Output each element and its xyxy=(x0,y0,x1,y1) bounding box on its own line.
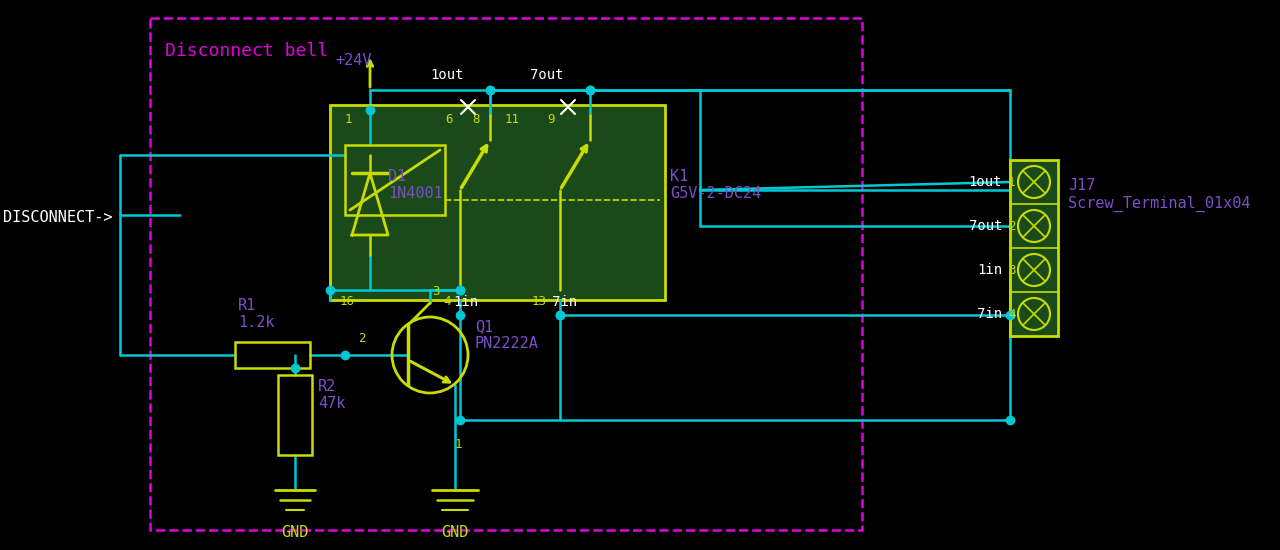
Text: 3: 3 xyxy=(433,285,439,298)
Text: 1: 1 xyxy=(1009,175,1015,189)
Bar xyxy=(346,145,445,215)
Text: +24V: +24V xyxy=(335,53,371,68)
Text: 1in: 1in xyxy=(977,263,1002,277)
Text: 11: 11 xyxy=(506,113,520,126)
Text: 7in: 7in xyxy=(552,295,577,309)
Text: GND: GND xyxy=(282,525,308,540)
Text: 13: 13 xyxy=(532,295,547,308)
Text: 7out: 7out xyxy=(530,68,563,82)
Text: 6: 6 xyxy=(445,113,453,126)
Text: 7in: 7in xyxy=(977,307,1002,321)
Text: GND: GND xyxy=(442,525,468,540)
Text: R1
1.2k: R1 1.2k xyxy=(238,298,274,330)
Text: 1in: 1in xyxy=(453,295,479,309)
Text: J17
Screw_Terminal_01x04: J17 Screw_Terminal_01x04 xyxy=(1068,178,1251,212)
Text: 8: 8 xyxy=(472,113,480,126)
Bar xyxy=(330,105,666,300)
Bar xyxy=(150,18,861,530)
Text: 4: 4 xyxy=(1009,307,1015,321)
Text: K1
G5V-2-DC24: K1 G5V-2-DC24 xyxy=(669,169,762,201)
Text: 4: 4 xyxy=(443,295,451,308)
Text: DISCONNECT->: DISCONNECT-> xyxy=(3,211,113,226)
Text: 3: 3 xyxy=(1009,263,1015,277)
Text: 1: 1 xyxy=(346,113,352,126)
Text: 16: 16 xyxy=(340,295,355,308)
Bar xyxy=(278,375,312,455)
Text: 7out: 7out xyxy=(969,219,1002,233)
Text: D1
1N4001: D1 1N4001 xyxy=(388,169,443,201)
Text: 1out: 1out xyxy=(430,68,463,82)
Text: 2: 2 xyxy=(358,332,366,345)
Text: Disconnect bell: Disconnect bell xyxy=(165,42,328,60)
Text: R2
47k: R2 47k xyxy=(317,379,346,411)
Text: 1out: 1out xyxy=(969,175,1002,189)
Text: Q1
PN2222A: Q1 PN2222A xyxy=(475,319,539,351)
Bar xyxy=(1010,160,1059,336)
Text: 2: 2 xyxy=(1009,219,1015,233)
Bar xyxy=(236,342,310,368)
Text: 9: 9 xyxy=(547,113,554,126)
Text: 1: 1 xyxy=(454,438,462,451)
